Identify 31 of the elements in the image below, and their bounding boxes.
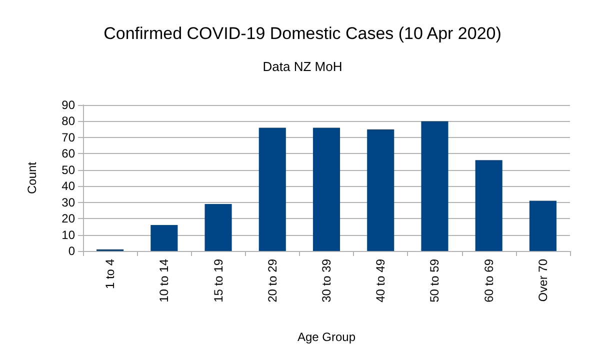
- bar: [529, 200, 556, 251]
- y-tick-label: 0: [68, 244, 76, 258]
- x-tick-label: 60 to 69: [482, 258, 496, 302]
- x-tick-label: 20 to 29: [265, 258, 280, 302]
- y-tick-label: 10: [62, 228, 76, 242]
- bar: [312, 128, 340, 251]
- y-tick-label: 70: [62, 130, 76, 144]
- y-tick-label: 50: [62, 162, 76, 177]
- x-tick-label: 15 to 19: [211, 258, 226, 302]
- x-axis-title: Age Group: [297, 330, 356, 344]
- y-tick-label: 30: [62, 195, 76, 210]
- y-tick-label: 60: [62, 146, 76, 161]
- y-tick-label: 90: [62, 98, 76, 112]
- y-tick-label: 80: [62, 114, 76, 128]
- x-tick-label: Over 70: [536, 258, 550, 302]
- bar: [204, 204, 232, 251]
- bar: [150, 225, 178, 251]
- y-axis-title: Count: [25, 161, 39, 194]
- chart-subtitle: Data NZ MoH: [262, 59, 342, 74]
- x-tick-label: 40 to 49: [374, 258, 388, 302]
- x-tick-label: 50 to 59: [428, 258, 442, 302]
- x-tick-label: 30 to 39: [320, 258, 334, 302]
- y-tick-label: 20: [62, 212, 76, 226]
- x-tick-label: 1 to 4: [103, 258, 118, 290]
- chart-title: Confirmed COVID-19 Domestic Cases (10 Apr 2020): [104, 24, 502, 43]
- x-tick-label: 10 to 14: [157, 258, 172, 302]
- y-tick-label: 40: [62, 179, 76, 194]
- bar: [258, 128, 286, 251]
- bar: [475, 160, 502, 251]
- bar: [421, 121, 448, 251]
- bar: [367, 129, 394, 251]
